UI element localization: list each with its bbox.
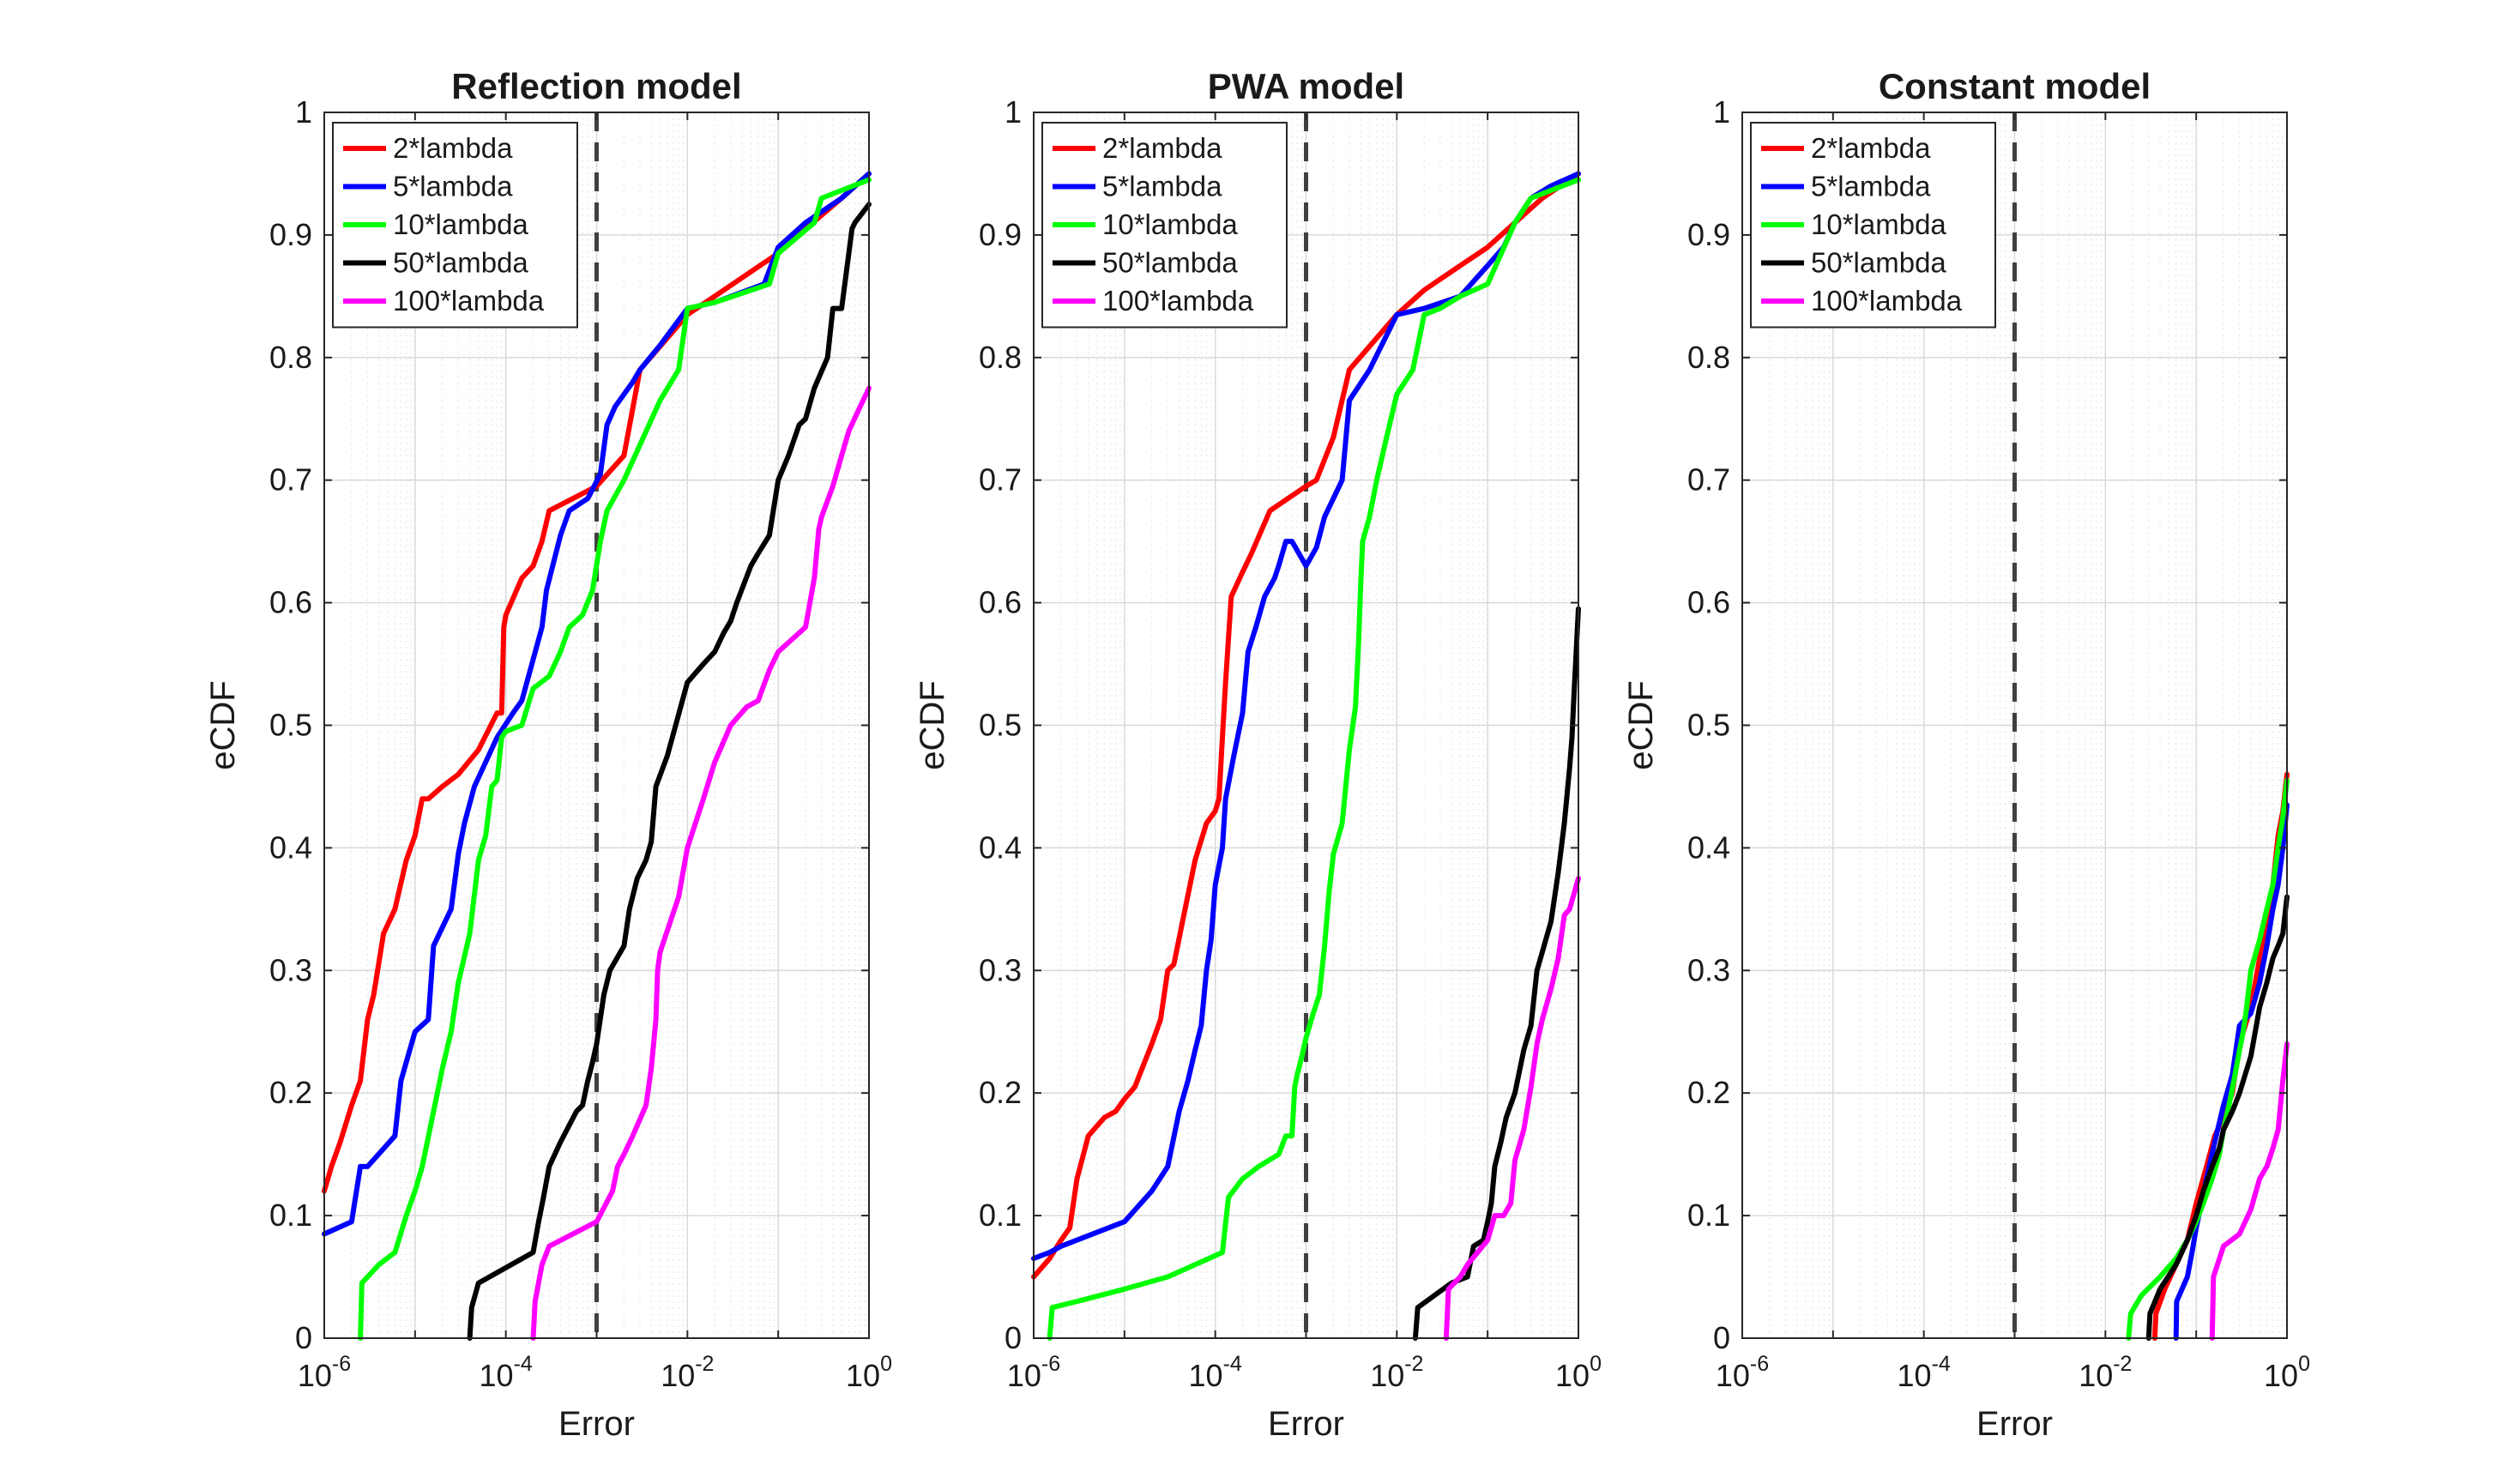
y-tick-label: 0 <box>1005 1320 1022 1355</box>
x-tick-label: 10-4 <box>1189 1352 1242 1393</box>
legend-label: 5*lambda <box>1102 171 1222 202</box>
chart-title: PWA model <box>1208 66 1404 106</box>
y-tick-label: 0.1 <box>979 1197 1022 1233</box>
legend-label: 50*lambda <box>1811 247 1946 279</box>
y-tick-label: 0.7 <box>1687 462 1730 498</box>
series-line-100-lambda <box>2209 1041 2290 1341</box>
series-line-10-lambda <box>358 177 872 1341</box>
y-tick-label: 0.4 <box>979 829 1022 865</box>
series-line-100-lambda <box>530 385 872 1341</box>
series-group <box>1031 171 1581 1341</box>
chart-panel-1: 0 0.1 0.2 0.3 0.4 0.5 0.6 0.7 0.8 0.9 1 10-6 10-4 10-… <box>204 66 892 1443</box>
y-tick-label: 0.6 <box>979 585 1022 620</box>
legend: 2*lambda 5*lambda 10*lambda 50*lambda 100*la… <box>1041 122 1288 329</box>
y-tick-label: 0.9 <box>979 217 1022 252</box>
x-tick-label: 10-6 <box>1007 1352 1060 1393</box>
y-axis-label: eCDF <box>204 680 242 769</box>
legend-label: 5*lambda <box>393 171 513 202</box>
chart-panel-3: 0 0.1 0.2 0.3 0.4 0.5 0.6 0.7 0.8 0.9 1 10-6 10-4 10-… <box>1622 66 2310 1443</box>
series-line-5-lambda <box>1031 171 1581 1262</box>
legend-label: 50*lambda <box>393 247 528 279</box>
y-tick-label: 0.2 <box>979 1075 1022 1110</box>
y-tick-label: 0.6 <box>269 585 312 620</box>
y-tick-label: 0.5 <box>269 708 312 743</box>
legend-label: 10*lambda <box>393 208 528 240</box>
chart-title: Constant model <box>1879 66 2151 106</box>
y-tick-label: 0.8 <box>1687 340 1730 375</box>
legend-label: 50*lambda <box>1102 247 1238 279</box>
y-tick-label: 0.4 <box>1687 829 1730 865</box>
legend-label: 100*lambda <box>1811 285 1963 317</box>
series-line-10-lambda <box>1047 177 1581 1341</box>
series-line-100-lambda <box>1443 876 1581 1341</box>
y-tick-label: 0.7 <box>269 462 312 498</box>
legend-label: 100*lambda <box>1102 285 1254 317</box>
x-tick-label: 10-6 <box>1716 1352 1769 1393</box>
series-line-2-lambda <box>1031 171 1581 1280</box>
legend-label: 100*lambda <box>393 285 545 317</box>
y-axis-label: eCDF <box>1622 680 1660 769</box>
x-axis-label: Error <box>558 1405 635 1443</box>
x-tick-label: 10-4 <box>1898 1352 1951 1393</box>
series-line-10-lambda <box>2126 777 2290 1341</box>
x-tick-label: 100 <box>846 1352 892 1393</box>
y-tick-label: 1 <box>1005 94 1022 130</box>
y-tick-label: 0.3 <box>1687 952 1730 987</box>
x-tick-label: 100 <box>1555 1352 1602 1393</box>
series-line-50-lambda <box>2145 894 2290 1341</box>
x-axis-label: Error <box>1976 1405 2053 1443</box>
x-tick-label: 100 <box>2264 1352 2310 1393</box>
series-group <box>322 171 872 1341</box>
series-line-5-lambda <box>2173 802 2290 1341</box>
x-tick-label: 10-2 <box>1370 1352 1423 1393</box>
y-tick-label: 0.2 <box>1687 1075 1730 1110</box>
x-axis-label: Error <box>1268 1405 1344 1443</box>
x-tick-label: 10-6 <box>298 1352 351 1393</box>
y-tick-label: 0.9 <box>269 217 312 252</box>
y-tick-label: 0.9 <box>1687 217 1730 252</box>
y-tick-label: 0.8 <box>979 340 1022 375</box>
legend-label: 2*lambda <box>393 132 513 164</box>
legend-label: 2*lambda <box>1102 132 1222 164</box>
y-tick-label: 0.6 <box>1687 585 1730 620</box>
y-tick-label: 0.8 <box>269 340 312 375</box>
legend-label: 10*lambda <box>1811 208 1946 240</box>
x-tick-label: 10-2 <box>661 1352 714 1393</box>
x-tick-label: 10-4 <box>480 1352 533 1393</box>
y-tick-label: 0.3 <box>979 952 1022 987</box>
y-tick-label: 0.4 <box>269 829 312 865</box>
legend-label: 2*lambda <box>1811 132 1931 164</box>
series-line-50-lambda <box>467 202 872 1341</box>
chart-title: Reflection model <box>451 66 741 106</box>
y-tick-label: 0.1 <box>269 1197 312 1233</box>
chart-panel-2: 0 0.1 0.2 0.3 0.4 0.5 0.6 0.7 0.8 0.9 1 10-6 10-4 10-… <box>914 66 1602 1443</box>
y-tick-label: 1 <box>1713 94 1730 130</box>
legend: 2*lambda 5*lambda 10*lambda 50*lambda 100*la… <box>332 122 578 329</box>
y-axis-label: eCDF <box>914 680 951 769</box>
y-tick-label: 0.3 <box>269 952 312 987</box>
y-tick-label: 0.7 <box>979 462 1022 498</box>
y-tick-label: 0 <box>295 1320 312 1355</box>
legend: 2*lambda 5*lambda 10*lambda 50*lambda 100*la… <box>1750 122 1996 329</box>
y-tick-label: 0.5 <box>979 708 1022 743</box>
series-group <box>2126 771 2290 1341</box>
legend-label: 10*lambda <box>1102 208 1238 240</box>
x-tick-label: 10-2 <box>2079 1352 2132 1393</box>
y-tick-label: 0.1 <box>1687 1197 1730 1233</box>
y-tick-label: 0.5 <box>1687 708 1730 743</box>
y-tick-label: 0 <box>1713 1320 1730 1355</box>
legend-label: 5*lambda <box>1811 171 1931 202</box>
y-tick-label: 1 <box>295 94 312 130</box>
y-tick-label: 0.2 <box>269 1075 312 1110</box>
